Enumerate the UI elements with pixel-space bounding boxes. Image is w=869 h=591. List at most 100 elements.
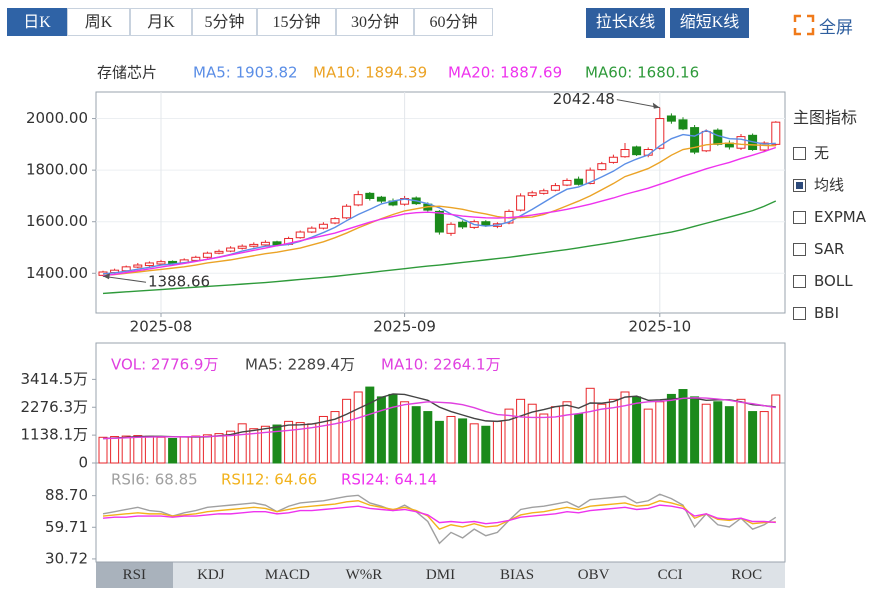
volume-bar <box>608 398 618 464</box>
y-tick-label: 3414.5万 <box>21 370 89 388</box>
period-tab[interactable]: 日K <box>7 8 67 36</box>
indicator-tab[interactable]: W%R <box>325 562 403 588</box>
volume-bar <box>168 438 178 464</box>
fullscreen[interactable]: 全屏 <box>793 13 853 37</box>
indicator-title: 主图指标 <box>793 108 858 127</box>
candle-body <box>481 221 491 227</box>
legend-entry: MA5: 2289.4万 <box>245 356 355 374</box>
volume-bar <box>400 401 410 464</box>
volume-bar <box>516 398 526 464</box>
y-tick-label: 0 <box>78 454 88 472</box>
volume-bar <box>330 411 340 464</box>
period-tab[interactable]: 周K <box>67 8 130 36</box>
candle-body <box>597 163 607 171</box>
candle-body <box>237 245 247 249</box>
volume-bar <box>724 406 734 464</box>
candle-body <box>678 119 688 130</box>
legend-entry: RSI12: 64.66 <box>221 471 317 489</box>
period-tab[interactable]: 30分钟 <box>336 8 414 36</box>
series-line <box>102 504 776 525</box>
checkbox[interactable] <box>793 243 806 256</box>
y-tick-label: 59.71 <box>45 518 88 536</box>
indicator-option[interactable]: BOLL <box>793 271 853 291</box>
y-tick-label: 30.72 <box>45 549 88 567</box>
checkbox[interactable] <box>793 307 806 320</box>
period-tab[interactable]: 15分钟 <box>257 8 336 36</box>
volume-bar <box>748 411 758 464</box>
candle-body <box>516 195 526 211</box>
candle-body <box>423 203 433 211</box>
volume-bar <box>214 433 224 464</box>
volume-bar <box>144 435 154 464</box>
indicator-tab[interactable]: RSI <box>96 562 173 588</box>
rsi-frame <box>95 462 786 563</box>
stretch-button[interactable]: 拉长K线 <box>586 8 665 38</box>
indicator-tab[interactable]: DMI <box>402 562 479 588</box>
legend-entry: MA20: 1887.69 <box>448 64 562 82</box>
annotation-arrowhead <box>103 273 110 280</box>
volume-bar <box>666 393 676 464</box>
indicator-tab[interactable]: ROC <box>708 562 785 588</box>
volume-bar <box>318 415 328 464</box>
indicator-tab[interactable]: OBV <box>555 562 632 588</box>
indicator-tab[interactable]: MACD <box>249 562 326 588</box>
candle-body <box>307 227 317 233</box>
y-tick-label: 1400.00 <box>26 264 88 282</box>
volume-bar <box>284 420 294 464</box>
volume-bar <box>632 396 642 464</box>
y-tick-label: 1600.00 <box>26 212 88 230</box>
volume-bar <box>678 389 688 464</box>
volume-bar <box>237 423 247 464</box>
volume-bar <box>597 403 607 464</box>
volume-bar <box>434 420 444 464</box>
volume-bar <box>156 436 166 464</box>
candle-body <box>666 115 676 122</box>
volume-bar <box>376 396 386 464</box>
series-line <box>102 397 776 440</box>
series-line <box>102 129 776 275</box>
legend-entry: MA10: 1894.39 <box>313 64 427 82</box>
period-tab[interactable]: 5分钟 <box>192 8 257 36</box>
volume-bar <box>458 418 468 464</box>
legend-entry: MA10: 2264.1万 <box>381 356 501 374</box>
volume-frame <box>95 342 786 464</box>
period-tab[interactable]: 月K <box>130 8 192 36</box>
candle-body <box>318 223 328 229</box>
period-tab[interactable]: 60分钟 <box>414 8 493 36</box>
legend-entry: RSI24: 64.14 <box>341 471 437 489</box>
volume-bar <box>307 423 317 464</box>
shrink-button[interactable]: 缩短K线 <box>670 8 749 38</box>
checkbox[interactable] <box>793 179 806 192</box>
volume-bar <box>585 387 595 464</box>
checkbox[interactable] <box>793 147 806 160</box>
volume-bar <box>226 430 236 464</box>
fullscreen-icon <box>793 14 815 36</box>
checkbox[interactable] <box>793 211 806 224</box>
indicator-option[interactable]: EXPMA <box>793 207 866 227</box>
volume-bar <box>191 435 201 464</box>
candle-body <box>365 192 375 200</box>
annotation-arrow <box>102 275 147 283</box>
indicator-option[interactable]: 无 <box>793 143 829 163</box>
indicator-tab[interactable]: BIAS <box>478 562 556 588</box>
option-label: SAR <box>814 240 845 258</box>
x-tick-label: 2025-08 <box>130 318 193 336</box>
indicator-tab[interactable]: KDJ <box>172 562 250 588</box>
indicator-option[interactable]: BBI <box>793 303 839 323</box>
fullscreen-label: 全屏 <box>819 17 853 37</box>
candle-body <box>133 264 143 268</box>
indicator-option[interactable]: 均线 <box>793 175 844 195</box>
candle-body <box>492 223 502 227</box>
candle-body <box>98 271 108 276</box>
candle-body <box>214 250 224 254</box>
indicator-tab[interactable]: CCI <box>631 562 709 588</box>
candle-body <box>620 149 630 158</box>
candle-body <box>249 243 259 247</box>
annotation: 2042.48 <box>553 90 615 108</box>
indicator-option[interactable]: SAR <box>793 239 844 259</box>
candle-body <box>226 247 236 252</box>
volume-bar <box>771 394 781 464</box>
candle-body <box>562 179 572 186</box>
checkbox[interactable] <box>793 275 806 288</box>
candle-body <box>446 223 456 234</box>
